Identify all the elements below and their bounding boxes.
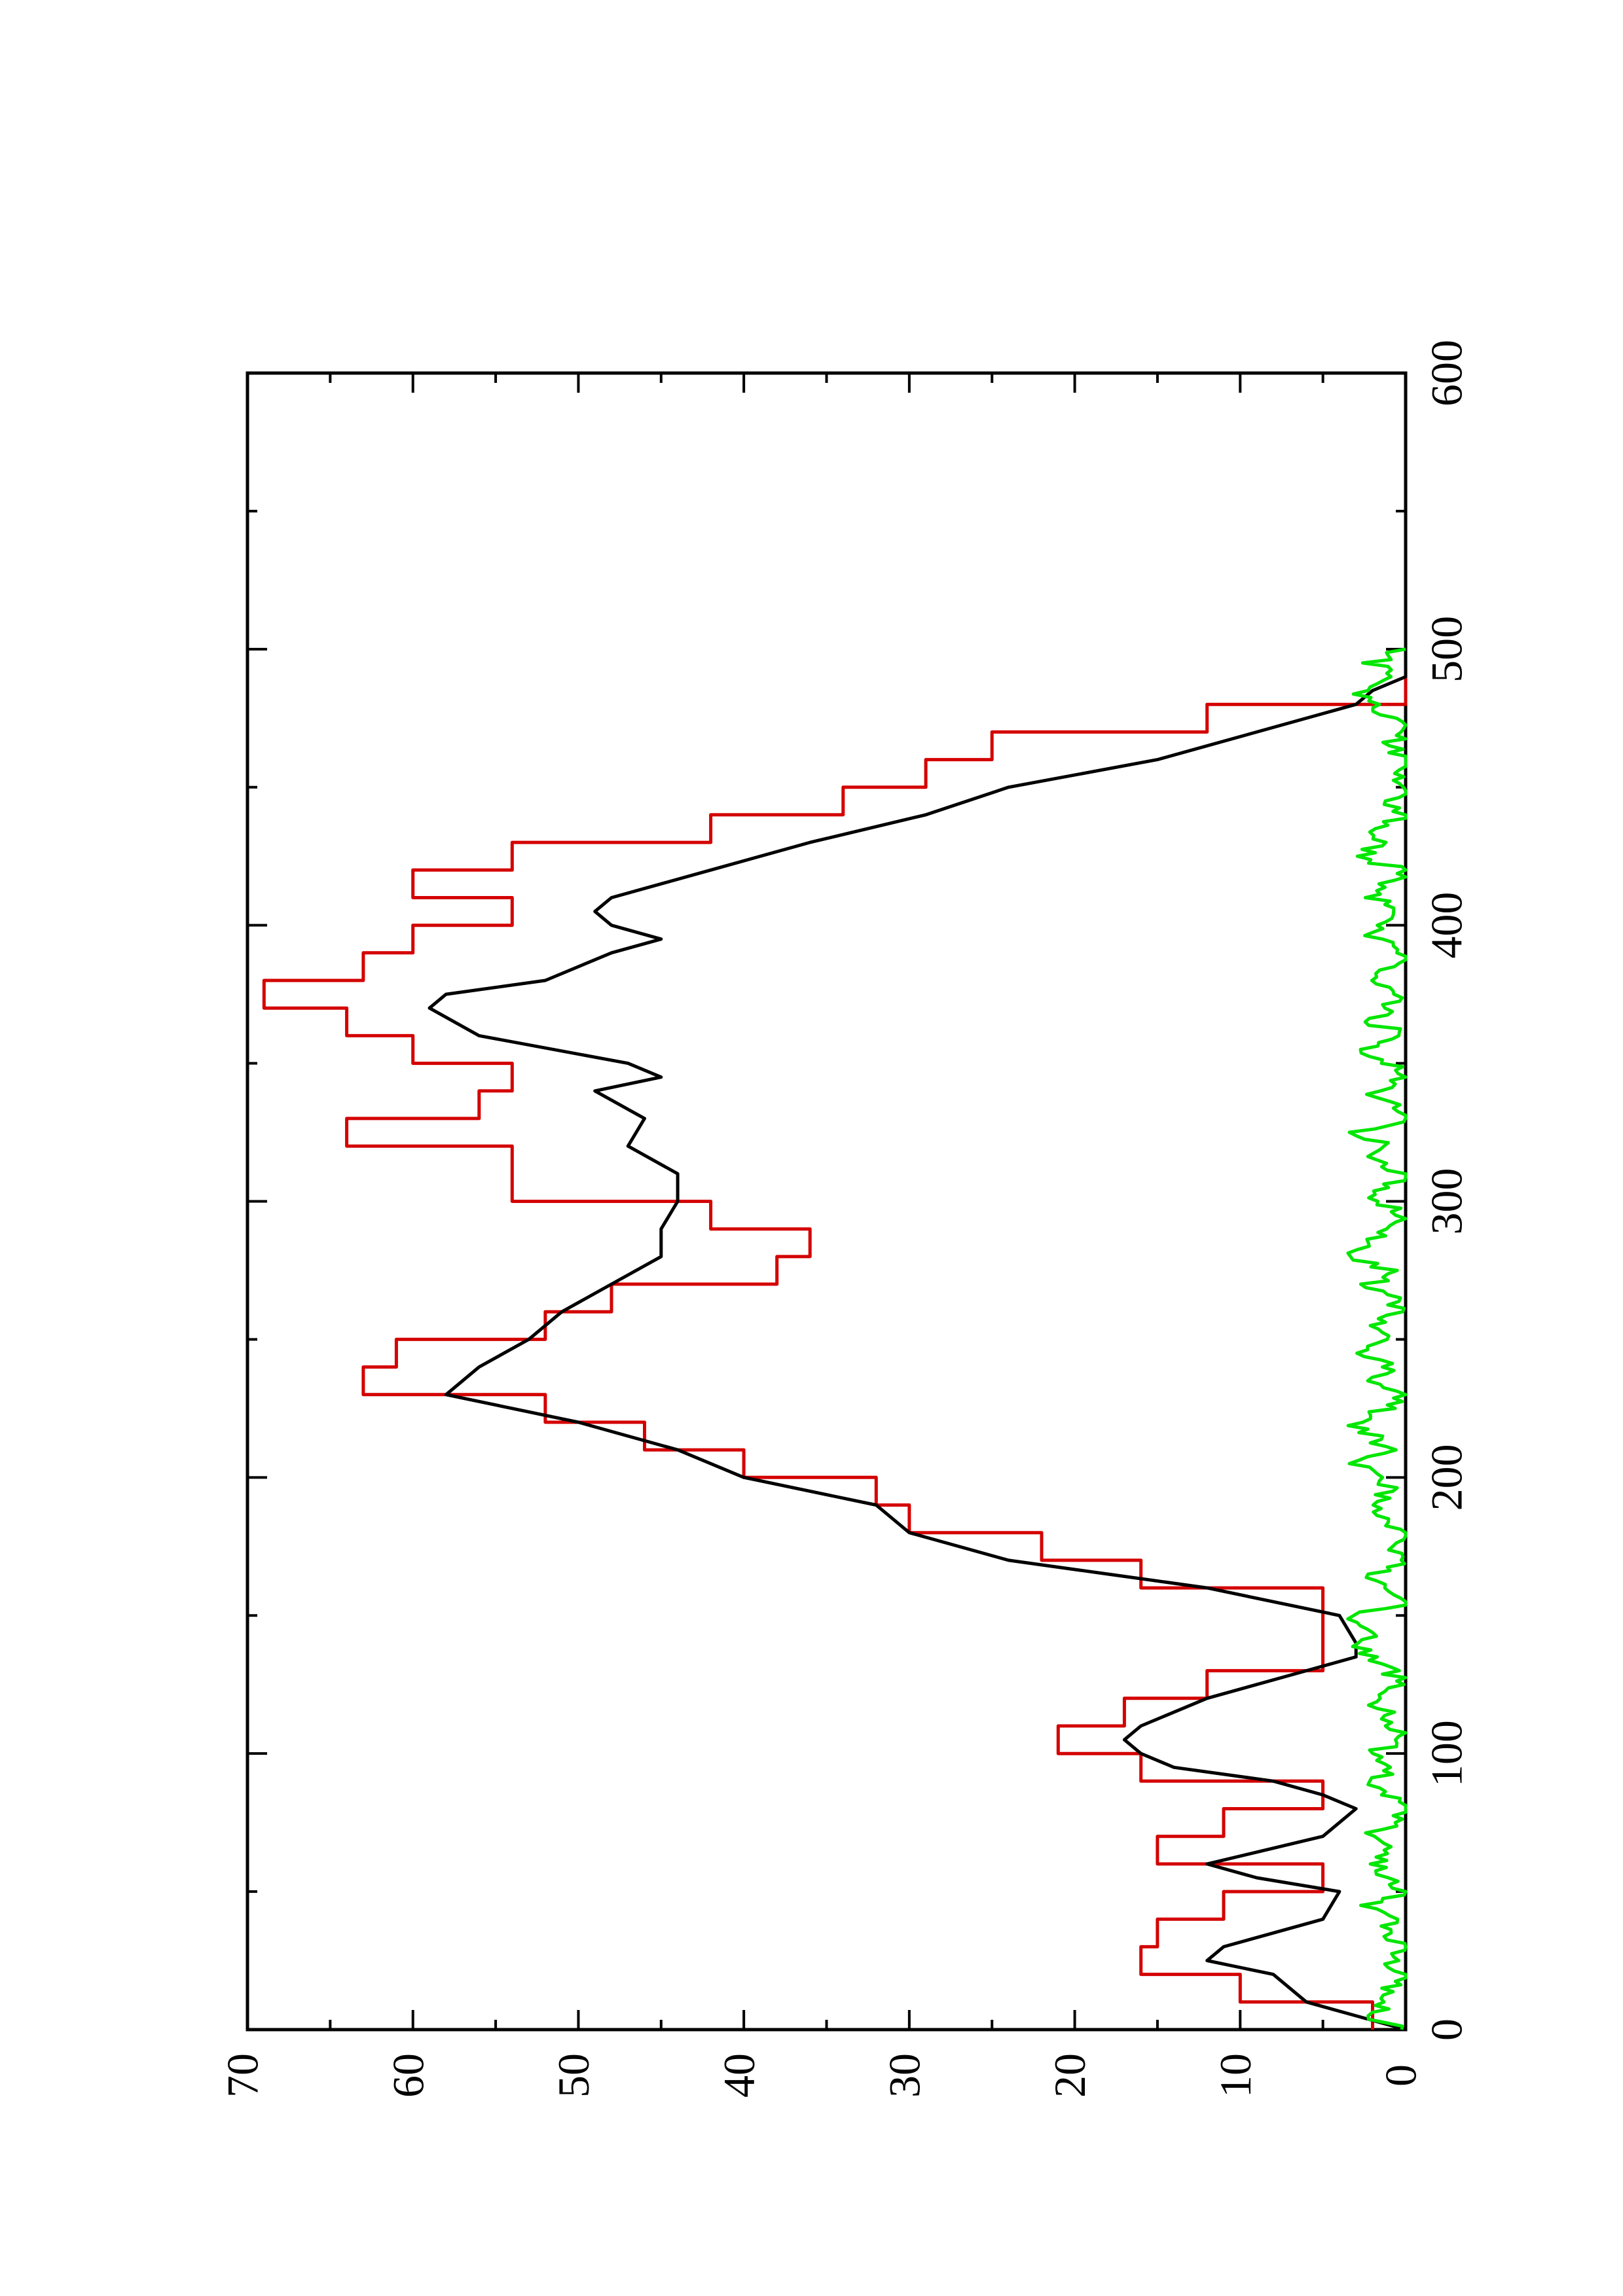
y-tick-label: 40	[714, 2053, 764, 2098]
x-tick-label: 0	[1422, 2018, 1472, 2041]
x-tick-label: 500	[1422, 616, 1472, 683]
y-tick-label: 60	[383, 2053, 433, 2098]
x-tick-label: 300	[1422, 1168, 1472, 1235]
x-tick-label: 400	[1422, 892, 1472, 959]
x-tick-label: 100	[1422, 1720, 1472, 1787]
y-tick-label: 30	[879, 2053, 929, 2098]
y-tick-label: 0	[1376, 2064, 1426, 2087]
y-tick-label: 70	[218, 2053, 268, 2098]
x-tick-label: 200	[1422, 1444, 1472, 1511]
series-line-2	[428, 649, 1408, 2032]
y-tick-label: 20	[1045, 2053, 1095, 2098]
series-line-3	[1346, 647, 1408, 2030]
series-line-1	[262, 649, 1408, 2030]
y-tick-label: 10	[1211, 2053, 1260, 2098]
plot-layer: 0 100 200 300 400 500 600 0 10 20 30 40 50 60 70	[218, 340, 1472, 2098]
x-tick-label: 600	[1422, 340, 1472, 406]
y-tick-label: 50	[549, 2053, 598, 2098]
